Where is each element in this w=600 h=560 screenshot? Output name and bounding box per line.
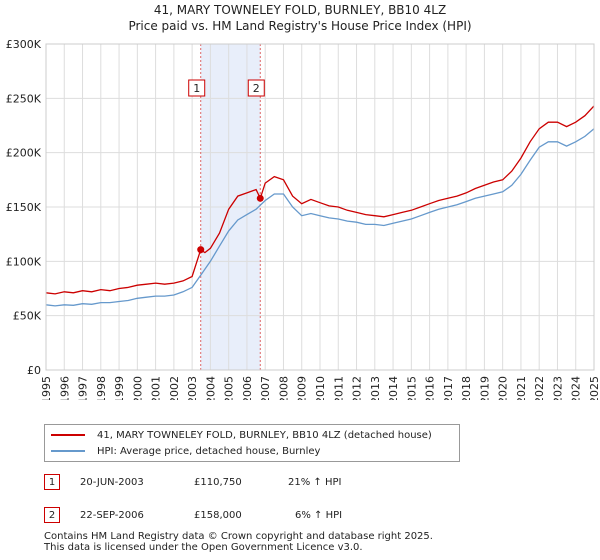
y-tick-label: £100K — [6, 255, 42, 268]
transaction-date: 20-JUN-2003 — [80, 476, 144, 488]
y-tick-label: £250K — [6, 92, 42, 105]
x-tick-label: 1998 — [95, 376, 108, 400]
x-tick-label: 2015 — [405, 376, 418, 400]
x-tick-label: 2003 — [186, 376, 199, 400]
x-tick-label: 2016 — [424, 376, 437, 400]
x-tick-label: 2002 — [168, 376, 181, 400]
sale-point — [197, 246, 205, 254]
x-tick-label: 2009 — [296, 376, 309, 400]
x-tick-label: 2025 — [588, 376, 600, 400]
x-tick-label: 2010 — [314, 376, 327, 400]
x-tick-label: 2008 — [277, 376, 290, 400]
x-tick-label: 2001 — [150, 376, 163, 400]
transaction-price: £110,750 — [194, 476, 242, 488]
y-tick-label: £200K — [6, 147, 42, 160]
transaction-row: 2 22-SEP-2006 £158,000 6% ↑ HPI — [44, 505, 342, 525]
plot-border — [45, 43, 595, 371]
legend-item-property: 41, MARY TOWNELEY FOLD, BURNLEY, BB10 4L… — [51, 427, 432, 443]
x-tick-label: 1999 — [113, 376, 126, 400]
legend-swatch-property — [51, 434, 85, 436]
transaction-hpi-diff: 6% ↑ HPI — [295, 509, 343, 521]
legend-label-property: 41, MARY TOWNELEY FOLD, BURNLEY, BB10 4L… — [97, 429, 432, 441]
transaction-number-badge: 1 — [44, 474, 60, 490]
x-tick-label: 1997 — [77, 376, 90, 400]
hpi-series-line — [45, 128, 595, 307]
property-series-line — [45, 105, 595, 295]
y-tick-label: £300K — [6, 38, 42, 51]
x-tick-label: 2019 — [478, 376, 491, 400]
x-tick-label: 2022 — [533, 376, 546, 400]
x-tick-label: 2000 — [131, 376, 144, 400]
y-tick-label: £0 — [27, 364, 41, 377]
sale-marker-label: 2 — [253, 82, 260, 95]
x-tick-label: 2007 — [259, 376, 272, 400]
chart-title-line2: Price paid vs. HM Land Registry's House … — [128, 19, 472, 33]
x-tick-label: 2018 — [460, 376, 473, 400]
x-tick-label: 2024 — [570, 376, 583, 400]
y-axis: £0 £50K £100K £150K £200K £250K £300K — [6, 38, 42, 377]
sale-point — [256, 194, 264, 202]
x-tick-label: 2006 — [241, 376, 254, 400]
y-tick-label: £50K — [13, 310, 42, 323]
chart-title-line1: 41, MARY TOWNELEY FOLD, BURNLEY, BB10 4L… — [153, 3, 447, 17]
x-tick-label: 2011 — [332, 376, 345, 400]
price-chart: £0 £50K £100K £150K £200K £250K £300K 1995 1996… — [6, 38, 600, 400]
transaction-number-badge: 2 — [44, 507, 60, 523]
x-tick-label: 2017 — [442, 376, 455, 400]
transaction-price: £158,000 — [194, 509, 242, 521]
x-tick-label: 2013 — [369, 376, 382, 400]
x-tick-label: 2012 — [351, 376, 364, 400]
transaction-row: 1 20-JUN-2003 £110,750 21% ↑ HPI — [44, 472, 341, 492]
x-tick-label: 1995 — [40, 376, 53, 400]
x-tick-label: 2004 — [204, 376, 217, 400]
x-axis: 1995 1996 1997 1998 1999 2000 2001 2002 2003 2004… — [40, 376, 600, 400]
x-tick-label: 2021 — [515, 376, 528, 400]
x-tick-label: 2014 — [387, 376, 400, 400]
legend-item-hpi: HPI: Average price, detached house, Burn… — [51, 443, 320, 459]
x-tick-label: 1996 — [58, 376, 71, 400]
sale-marker-box — [247, 79, 265, 97]
x-tick-label: 2020 — [497, 376, 510, 400]
transaction-hpi-diff: 21% ↑ HPI — [288, 476, 342, 488]
footer-attribution: Contains HM Land Registry data © Crown c… — [44, 531, 433, 553]
legend-swatch-hpi — [51, 450, 85, 452]
chart-grid — [45, 43, 595, 371]
footer-line-1: Contains HM Land Registry data © Crown c… — [44, 531, 433, 542]
y-tick-label: £150K — [6, 201, 42, 214]
transaction-date: 22-SEP-2006 — [80, 509, 144, 521]
sale-marker-box — [188, 79, 206, 97]
x-tick-label: 2005 — [223, 376, 236, 400]
legend-label-hpi: HPI: Average price, detached house, Burn… — [97, 445, 321, 457]
footer-line-2: This data is licensed under the Open Gov… — [44, 542, 363, 553]
x-tick-label: 2023 — [551, 376, 564, 400]
sale-marker-label: 1 — [193, 82, 200, 95]
legend: 41, MARY TOWNELEY FOLD, BURNLEY, BB10 4L… — [44, 424, 460, 462]
sale-points — [197, 194, 264, 254]
